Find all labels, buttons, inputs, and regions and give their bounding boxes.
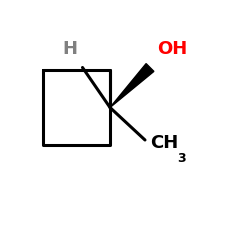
Polygon shape [110,64,154,108]
Text: OH: OH [158,40,188,58]
Text: CH: CH [150,134,178,152]
Text: H: H [62,40,78,58]
Text: 3: 3 [177,152,186,165]
